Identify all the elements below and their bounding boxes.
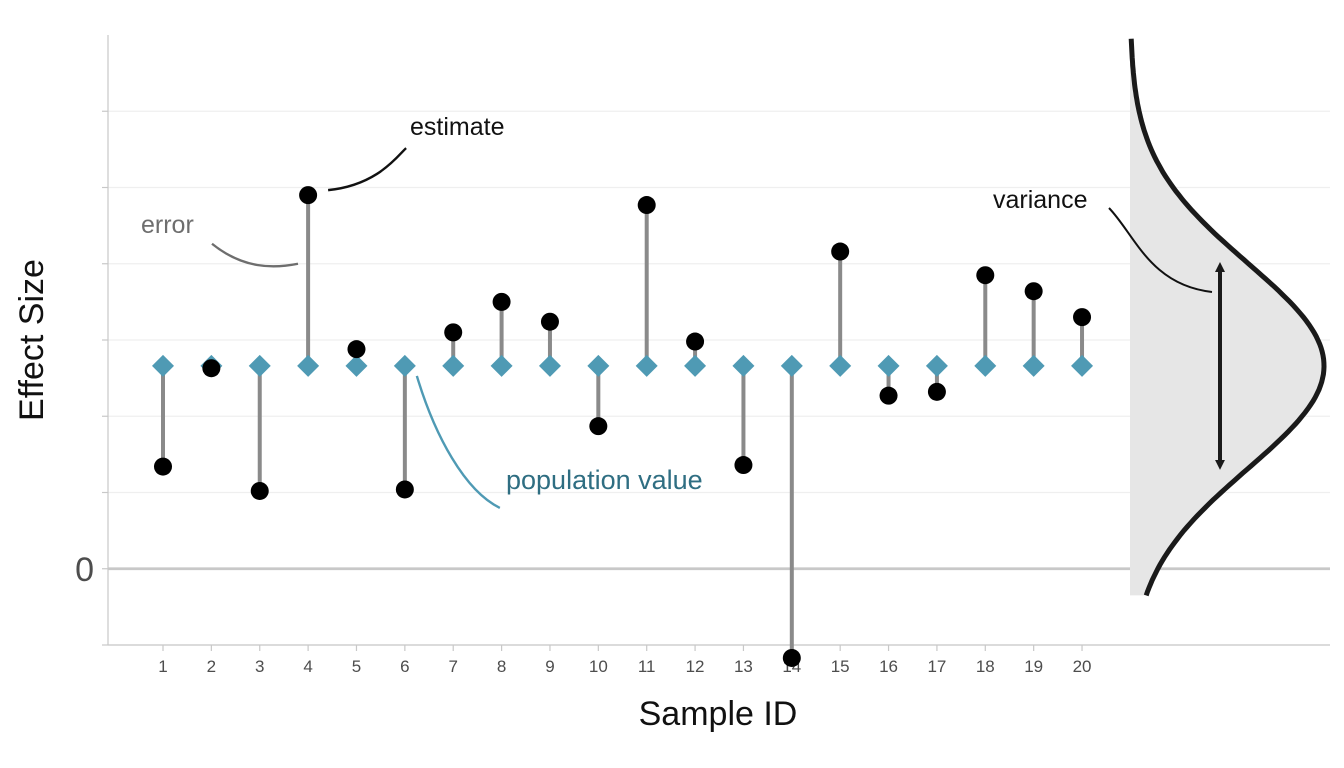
population-value-leader-line: [415, 375, 501, 510]
estimate-leader-line: [327, 147, 407, 192]
estimate-point: [1073, 308, 1092, 327]
y-tick-label-zero: 0: [75, 551, 94, 589]
population-marker: [1071, 354, 1094, 377]
estimate-point: [831, 242, 850, 261]
population-marker: [829, 354, 852, 377]
estimate-point: [444, 323, 463, 342]
y-axis: 0: [75, 35, 109, 646]
x-tick-label: 7: [448, 657, 457, 676]
error-annotation: error: [141, 211, 194, 239]
population-marker: [248, 354, 271, 377]
population-marker: [393, 354, 416, 377]
density-curve: [1128, 38, 1327, 597]
estimate-point: [347, 340, 366, 359]
x-tick-label: 15: [831, 657, 850, 676]
x-tick-label: 3: [255, 657, 264, 676]
estimate-point: [492, 292, 511, 311]
estimate-point: [782, 648, 801, 667]
population-marker: [442, 354, 465, 377]
x-tick-label: 19: [1024, 657, 1043, 676]
x-axis-ticks: 1234567891011121314151617181920: [158, 645, 1091, 676]
estimate-annotation: estimate: [410, 113, 504, 141]
x-tick-label: 16: [879, 657, 898, 676]
population-marker: [538, 354, 561, 377]
population-marker: [925, 354, 948, 377]
estimate-point: [395, 480, 414, 499]
population-marker: [152, 354, 174, 377]
x-tick-label: 17: [927, 657, 946, 676]
estimate-points: [154, 186, 1092, 667]
estimate-point: [250, 481, 269, 500]
estimate-point: [299, 186, 318, 205]
variance-leader-line: [1108, 207, 1213, 293]
estimate-point: [637, 196, 656, 215]
population-marker: [780, 354, 803, 377]
y-axis-title: Effect Size: [13, 259, 51, 421]
population-marker: [635, 354, 658, 377]
population-marker: [587, 354, 610, 377]
x-tick-label: 4: [303, 657, 312, 676]
population-marker: [297, 354, 320, 377]
annotations: estimate error population value variance: [141, 113, 1225, 510]
error-segments: [161, 195, 1085, 658]
x-axis-title: Sample ID: [639, 695, 798, 733]
estimate-point: [686, 332, 705, 351]
x-tick-label: 18: [976, 657, 995, 676]
estimate-point: [154, 457, 172, 476]
estimate-point: [540, 312, 559, 331]
x-tick-label: 20: [1073, 657, 1092, 676]
population-marker: [974, 354, 997, 377]
y-axis-ticks: [102, 110, 108, 646]
population-marker: [490, 354, 513, 377]
x-tick-label: 13: [734, 657, 753, 676]
x-tick-label: 1: [158, 657, 167, 676]
estimate-point: [589, 417, 608, 436]
variance-annotation: variance: [993, 186, 1088, 214]
population-value-annotation: population value: [506, 465, 703, 495]
x-tick-label: 2: [207, 657, 216, 676]
x-tick-label: 11: [638, 657, 656, 676]
population-marker: [345, 354, 368, 377]
estimate-point: [202, 359, 221, 378]
estimate-point: [927, 382, 946, 401]
population-marker: [877, 354, 900, 377]
x-tick-label: 6: [400, 657, 409, 676]
population-marker: [732, 354, 755, 377]
x-tick-label: 8: [497, 657, 506, 676]
x-tick-label: 10: [589, 657, 608, 676]
density-fill: [1130, 38, 1324, 596]
population-markers: [152, 354, 1094, 377]
estimate-point: [734, 456, 753, 475]
estimate-point: [1024, 282, 1043, 301]
error-leader-line: [211, 242, 299, 268]
estimate-point: [976, 266, 995, 285]
population-marker: [684, 354, 707, 377]
x-tick-label: 9: [545, 657, 554, 676]
x-tick-label: 12: [686, 657, 705, 676]
x-axis: 1234567891011121314151617181920: [108, 644, 1330, 676]
estimate-point: [879, 386, 898, 405]
x-tick-label: 5: [352, 657, 361, 676]
population-marker: [1022, 354, 1045, 377]
sampling-distribution: [1128, 38, 1327, 597]
